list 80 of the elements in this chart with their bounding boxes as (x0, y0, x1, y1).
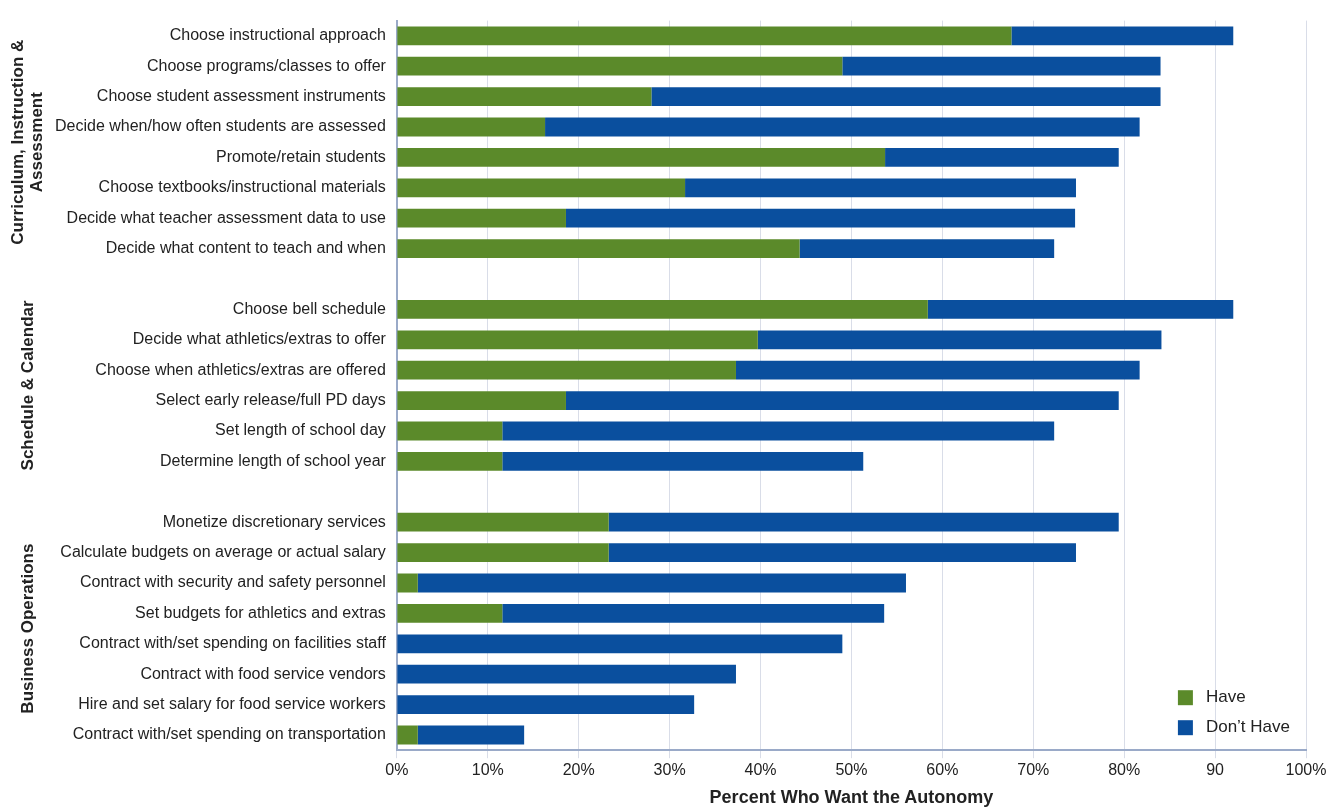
bar (502, 603, 885, 623)
bar (397, 208, 566, 228)
bar (1011, 26, 1234, 46)
y-tick-label: Contract with security and safety personnel (79, 573, 386, 591)
y-tick-label: Promote/retain students (215, 147, 386, 165)
bar (397, 87, 652, 107)
bar (397, 543, 609, 563)
legend-label: Don’t Have (1205, 716, 1291, 736)
bar (545, 117, 1140, 137)
bar (608, 512, 1119, 532)
y-tick-label: Choose when athletics/extras are offered (95, 360, 386, 378)
bar (397, 634, 843, 654)
text: Curriculum, Instruction & Assessment (8, 39, 47, 245)
y-tick-label: Decide what athletics/extras to offer (132, 330, 387, 348)
y-tick-label: Select early release/full PD days (155, 391, 386, 409)
y-tick-label: Determine length of school year (159, 451, 387, 469)
y-tick-label: Monetize discretionary services (162, 512, 386, 530)
y-tick-label: Contract with food service vendors (140, 664, 386, 682)
bar (397, 56, 843, 76)
bar (397, 664, 736, 684)
bar (397, 117, 546, 137)
y-tick-label: Choose bell schedule (232, 299, 386, 317)
bar (565, 391, 1119, 411)
x-tick-label: 90 (1206, 761, 1225, 779)
bar (397, 725, 418, 745)
bar (842, 56, 1161, 76)
legend-label: Have (1205, 686, 1246, 706)
bar (735, 360, 1140, 380)
x-tick-label: 10% (471, 761, 504, 779)
y-tick-label: Set length of school day (215, 421, 386, 439)
bar (397, 695, 695, 715)
y-tick-label: Contract with/set spending on facilities staff (79, 634, 387, 652)
y-tick-label: Set budgets for athletics and extras (135, 603, 386, 621)
y-tick-label: Choose programs/classes to offer (146, 56, 387, 74)
x-tick-label: 50% (835, 761, 868, 779)
y-tick-label: Hire and set salary for food service workers (78, 695, 386, 713)
y-tick-label: Choose textbooks/instructional materials (98, 178, 386, 196)
y-tick-label: Decide when/how often students are assessed (54, 117, 386, 135)
y-tick-label: Decide what content to teach and when (105, 239, 386, 257)
bar (799, 239, 1055, 259)
bar (397, 360, 736, 380)
bar (502, 451, 864, 471)
y-tick-label: Choose student assessment instruments (96, 87, 386, 105)
bar (502, 421, 1055, 441)
bar (397, 178, 686, 198)
bar (608, 543, 1076, 563)
bar (397, 391, 566, 411)
bar (397, 239, 800, 259)
bar (397, 421, 503, 441)
bar (417, 725, 525, 745)
bar (685, 178, 1076, 198)
bar (757, 330, 1162, 350)
text: Schedule & Calendar (17, 300, 37, 471)
text: Business Operations (17, 543, 37, 714)
x-tick-label: 0% (385, 761, 409, 779)
bar (397, 299, 928, 319)
bar (397, 603, 503, 623)
bar (927, 299, 1234, 319)
x-tick-label: 30% (653, 761, 686, 779)
x-tick-label: 70% (1017, 761, 1050, 779)
x-tick-label: 20% (562, 761, 595, 779)
x-tick-label: 100% (1285, 761, 1327, 779)
bar (397, 573, 418, 593)
y-tick-label: Contract with/set spending on transportation (72, 725, 386, 743)
bar (417, 573, 906, 593)
x-tick-label: 40% (744, 761, 777, 779)
y-tick-label: Decide what teacher assessment data to use (66, 208, 386, 226)
y-tick-label: Choose instructional approach (169, 26, 386, 44)
x-tick-label: 60% (926, 761, 959, 779)
bar (397, 26, 1012, 46)
bar (885, 147, 1119, 167)
bar (651, 87, 1161, 107)
bar (397, 330, 758, 350)
bar (397, 451, 503, 471)
bar (397, 512, 609, 532)
bar (565, 208, 1076, 228)
bar (397, 147, 886, 167)
x-tick-label: 80% (1108, 761, 1141, 779)
x-axis-title: Percent Who Want the Autonomy (709, 787, 994, 808)
y-tick-label: Calculate budgets on average or actual salary (60, 543, 386, 561)
